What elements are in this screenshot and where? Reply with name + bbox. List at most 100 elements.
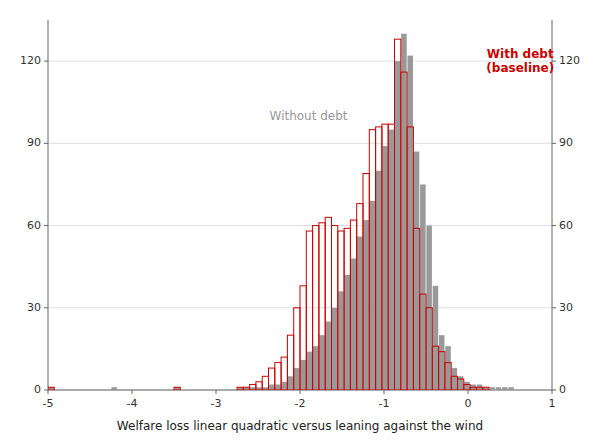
bar [174, 387, 180, 390]
bar-outline [401, 72, 407, 390]
bar [244, 387, 250, 390]
bar-outline [294, 308, 300, 390]
bar-outline [92, 390, 98, 391]
x-tick [552, 390, 553, 394]
bar-outline [124, 390, 130, 391]
bar [300, 360, 306, 390]
series [48, 39, 489, 390]
y-tick-label: 60 [27, 219, 41, 232]
bar [181, 390, 187, 391]
bar-outline [420, 294, 426, 390]
bar-outline [143, 390, 149, 391]
bar [275, 385, 281, 390]
bar-outline [357, 204, 363, 390]
bar-outline [187, 390, 193, 391]
y2-tick [552, 307, 556, 308]
bar-outline [180, 390, 186, 391]
bar [206, 390, 212, 391]
bar [477, 385, 483, 390]
bar-outline [80, 390, 86, 391]
grid-line [48, 225, 552, 226]
bar [527, 390, 533, 391]
y2-tick-label: 30 [559, 301, 573, 314]
y-tick [44, 307, 48, 308]
bar [445, 346, 451, 390]
bar-outline [155, 390, 161, 391]
y2-tick-label: 60 [559, 219, 573, 232]
bar-outline [445, 363, 451, 390]
bar-outline [262, 376, 268, 390]
bar [357, 237, 363, 390]
bar [464, 382, 470, 390]
bar-outline [48, 387, 54, 390]
bar [212, 390, 218, 391]
bar-outline [514, 390, 520, 391]
x-tick-label: -3 [211, 397, 222, 410]
bar-outline [67, 390, 73, 391]
x-tick [300, 390, 301, 394]
bar-outline [325, 217, 331, 390]
bar [137, 390, 143, 391]
bar-outline [111, 390, 117, 391]
bar [93, 390, 99, 391]
bar-outline [413, 228, 419, 390]
bar [105, 390, 111, 391]
bar-outline [218, 390, 224, 391]
x-tick [48, 390, 49, 394]
bar-outline [363, 173, 369, 390]
bar [231, 390, 237, 391]
bar-outline [269, 368, 275, 390]
bar-outline [168, 390, 174, 391]
y-tick [44, 390, 48, 391]
bar-outline [54, 390, 60, 391]
bar [471, 385, 477, 390]
grid-line [48, 61, 552, 62]
bar-outline [426, 308, 432, 390]
bar-outline [256, 382, 262, 390]
bar [282, 382, 288, 390]
bar-outline [533, 390, 539, 391]
bar [313, 346, 319, 390]
bar [452, 368, 458, 390]
y2-tick [552, 390, 556, 391]
bar-outline [206, 390, 212, 391]
bar-outline [130, 390, 136, 391]
bar-outline [199, 390, 205, 391]
series-label: Without debt [270, 109, 348, 123]
bar-outline [407, 127, 413, 390]
series-label: With debt(baseline) [486, 46, 554, 74]
y-tick-label: 90 [27, 136, 41, 149]
bar [326, 321, 332, 390]
y2-axis-line [552, 20, 553, 390]
bar [307, 352, 313, 390]
bar-outline [483, 387, 489, 390]
bar [420, 184, 426, 390]
bar [351, 258, 357, 390]
series [48, 34, 513, 390]
x-tick-label: 1 [549, 397, 556, 410]
bar [508, 387, 514, 390]
y2-tick-label: 0 [559, 383, 566, 396]
bar-outline [224, 390, 230, 391]
bar [67, 390, 73, 391]
bar [86, 390, 92, 391]
x-tick-label: -5 [43, 397, 54, 410]
y2-tick [552, 225, 556, 226]
y2-tick [552, 143, 556, 144]
bar [389, 130, 395, 390]
bar-outline [243, 387, 249, 390]
bar [433, 286, 439, 390]
bar-outline [451, 376, 457, 390]
bar [168, 390, 174, 391]
bar-outline [300, 286, 306, 390]
bar [156, 390, 162, 391]
bar [288, 376, 294, 390]
bar [237, 387, 243, 390]
bar [74, 390, 80, 391]
grid [48, 61, 552, 390]
bar-outline [105, 390, 111, 391]
bar [80, 390, 86, 391]
x-tick-label: -2 [295, 397, 306, 410]
bar [162, 390, 168, 391]
bar-outline [73, 390, 79, 391]
